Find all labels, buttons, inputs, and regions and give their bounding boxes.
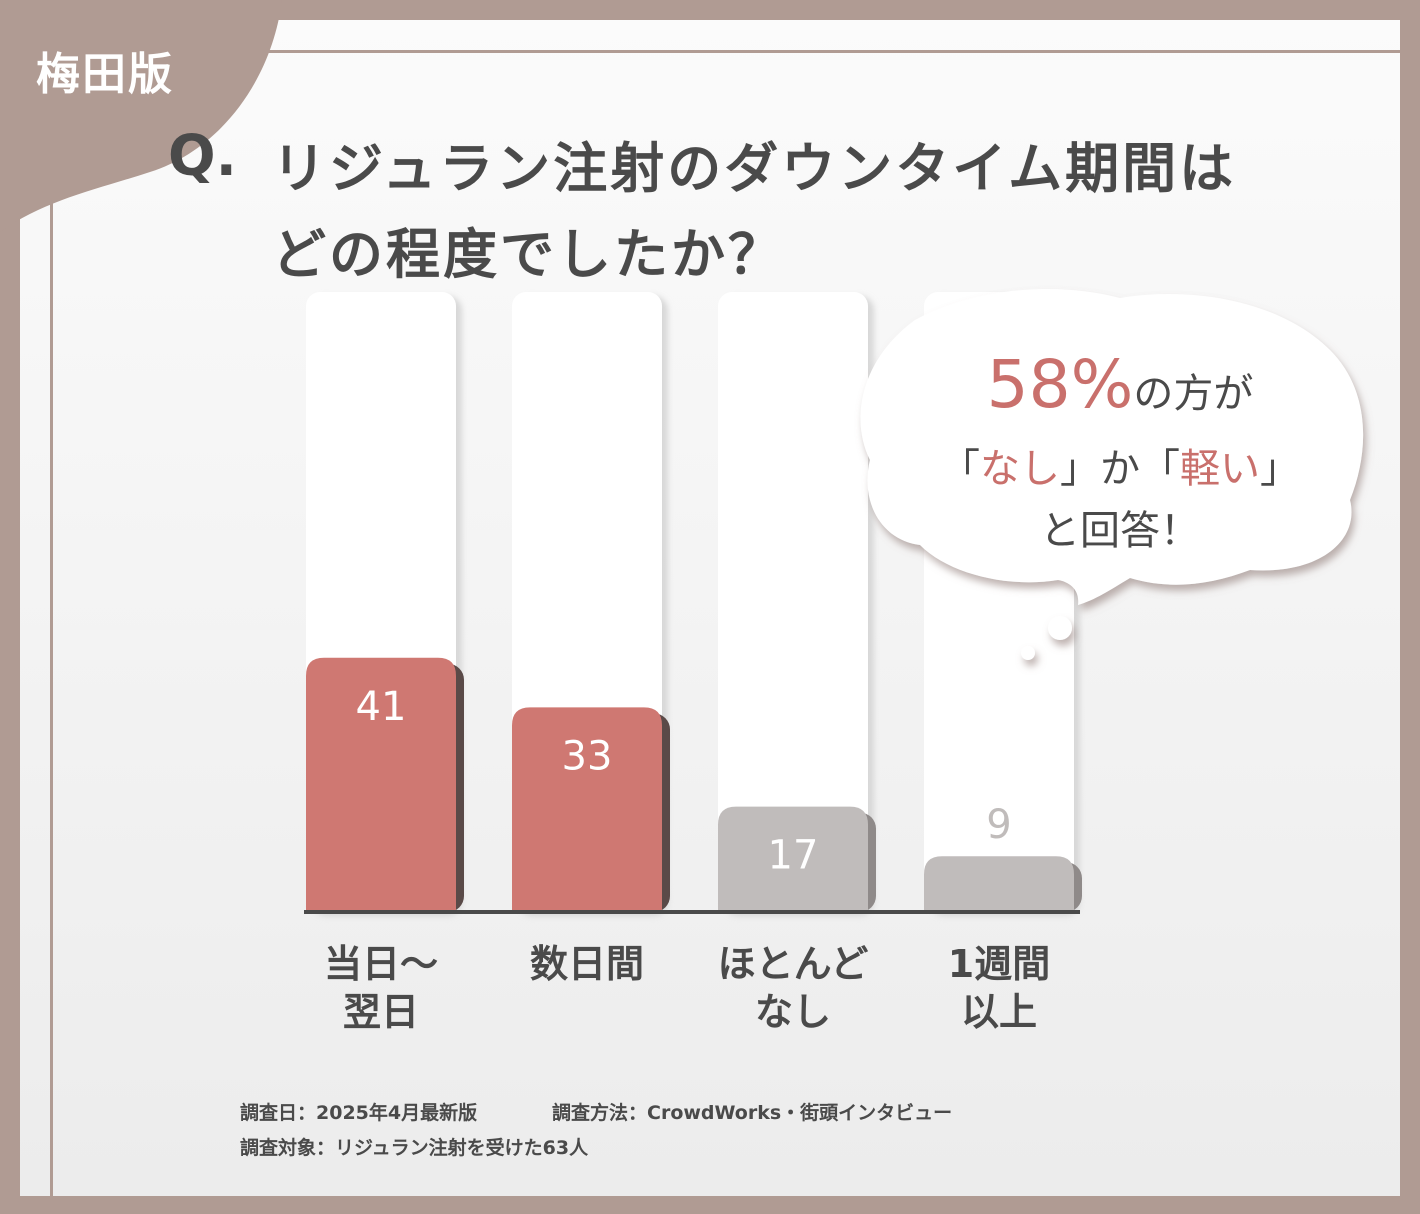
speech-bubble — [860, 288, 1364, 660]
category-label: 数日間 — [529, 942, 644, 986]
callout-line-2: 「なし」か「軽い」 — [880, 436, 1360, 494]
value-label: 9 — [986, 802, 1011, 848]
category-label: 当日〜 翌日 — [323, 942, 438, 1034]
survey-target: 調査対象：リジュラン注射を受けた63人 — [240, 1137, 589, 1159]
corner-tag-shape — [0, 0, 282, 232]
question-line-2: どの程度でしたか？ — [272, 223, 785, 286]
category-label: ほとんど なし — [717, 942, 869, 1034]
survey-method: 調査方法：CrowdWorks・街頭インタビュー — [552, 1102, 953, 1124]
callout-line-1-rest: の方が — [1133, 371, 1254, 417]
card — [20, 20, 1400, 1196]
quote-close-1: 」 — [1060, 446, 1100, 492]
bar-4 — [924, 856, 1074, 912]
callout-item-2: 軽い — [1180, 446, 1260, 492]
callout-percentage: 58% — [986, 346, 1134, 423]
bar-2 — [512, 707, 662, 912]
question-line-1: リジュラン注射のダウンタイム期間は — [272, 137, 1237, 200]
category-label: 1週間 以上 — [947, 942, 1051, 1034]
inner-border — [50, 50, 1400, 1196]
value-label: 41 — [356, 684, 407, 730]
bar-3 — [718, 806, 868, 912]
bar-track — [718, 292, 868, 912]
bar-1 — [306, 657, 456, 912]
callout-line-1: 58%の方が — [880, 346, 1360, 423]
question-prefix: Q. — [168, 124, 237, 189]
quote-close-2: 」 — [1260, 446, 1300, 492]
value-label: 33 — [562, 733, 613, 779]
quote-open-2: 「 — [1140, 446, 1180, 492]
value-label: 17 — [768, 833, 819, 879]
edition-tag: 梅田版 — [36, 49, 174, 100]
callout-item-1: なし — [980, 446, 1060, 492]
quote-open-1: 「 — [940, 446, 980, 492]
survey-date: 調査日：2025年4月最新版 — [240, 1102, 478, 1124]
callout-line-3: と回答！ — [1040, 508, 1200, 554]
callout-connector: か — [1100, 446, 1140, 492]
